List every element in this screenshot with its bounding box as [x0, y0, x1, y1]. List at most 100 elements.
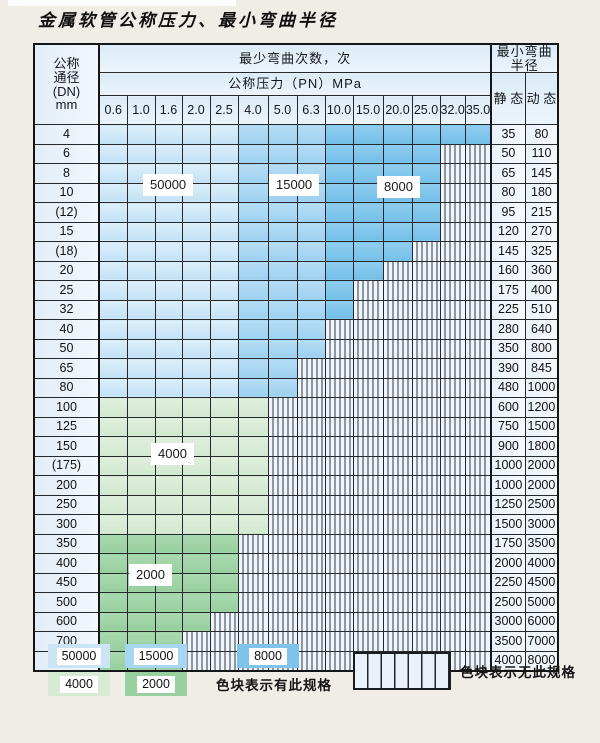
legend-swatch-label: 8000 — [249, 647, 287, 665]
spec-cell — [237, 241, 269, 262]
dn-cell: (12) — [33, 202, 100, 223]
spec-cell — [209, 241, 239, 262]
no-spec-cell — [411, 319, 441, 340]
spec-cell — [126, 533, 156, 555]
spec-cell — [126, 611, 156, 633]
spec-cell — [352, 221, 384, 243]
dn-cell: 15 — [33, 221, 100, 243]
no-spec-cell — [439, 338, 466, 360]
spec-cell — [296, 221, 326, 243]
spec-cell — [411, 221, 441, 243]
dn-cell: (18) — [33, 241, 100, 262]
no-spec-cell — [439, 280, 466, 301]
no-spec-note: 色块表示无此规格 — [460, 665, 576, 680]
dn-cell: 20 — [33, 260, 100, 282]
no-spec-cell — [382, 319, 413, 340]
no-spec-cell — [464, 338, 492, 360]
no-spec-cell — [296, 475, 326, 496]
pressure-header: 公称压力（PN）MPa — [98, 72, 492, 97]
no-spec-cell — [209, 650, 239, 672]
spec-cell — [154, 280, 183, 301]
pressure-col-header: 1.0 — [126, 95, 156, 126]
spec-cell — [98, 611, 128, 633]
table-row: 500 2500 5000 — [33, 592, 559, 613]
no-spec-cell — [382, 494, 413, 516]
static-radius-cell: 3500 — [490, 631, 526, 652]
no-spec-cell — [324, 611, 354, 633]
no-spec-cell — [439, 514, 466, 535]
spec-cell — [411, 143, 441, 165]
spec-cell — [98, 260, 128, 282]
spec-cell — [296, 241, 326, 262]
no-spec-cell — [352, 553, 384, 574]
no-spec-cell — [324, 553, 354, 574]
spec-cell — [98, 143, 128, 165]
no-spec-cell — [209, 631, 239, 652]
no-spec-cell — [296, 377, 326, 399]
no-spec-cell — [439, 475, 466, 496]
no-spec-cell — [296, 650, 326, 672]
dn-cell: 250 — [33, 494, 100, 516]
no-spec-cell — [464, 397, 492, 418]
spec-cell — [296, 260, 326, 282]
no-spec-cell — [382, 377, 413, 399]
dynamic-radius-cell: 845 — [524, 358, 559, 379]
scan-artifact-strip — [8, 0, 236, 6]
dynamic-radius-cell: 800 — [524, 338, 559, 360]
spec-cell — [296, 280, 326, 301]
dn-cell: 4 — [33, 124, 100, 145]
spec-cell — [209, 221, 239, 243]
no-spec-cell — [324, 475, 354, 496]
dynamic-radius-cell: 1500 — [524, 416, 559, 438]
spec-cell — [237, 143, 269, 165]
no-spec-cell — [411, 338, 441, 360]
spec-cell — [237, 397, 269, 418]
spec-cell — [98, 299, 128, 321]
spec-cell — [126, 416, 156, 438]
spec-cell — [267, 358, 298, 379]
spec-cell — [352, 241, 384, 262]
spec-cell — [209, 475, 239, 496]
spec-cell — [324, 124, 354, 145]
dynamic-radius-cell: 180 — [524, 182, 559, 204]
no-spec-cell — [411, 514, 441, 535]
spec-cell — [181, 338, 211, 360]
table-row: 200 1000 2000 — [33, 475, 559, 496]
legend-swatch-label: 50000 — [56, 647, 102, 665]
no-spec-cell — [267, 397, 298, 418]
static-radius-cell: 160 — [490, 260, 526, 282]
dynamic-radius-cell: 6000 — [524, 611, 559, 633]
no-spec-cell — [382, 611, 413, 633]
static-radius-cell: 145 — [490, 241, 526, 262]
spec-cell — [209, 358, 239, 379]
no-spec-cell — [352, 611, 384, 633]
dn-cell: 50 — [33, 338, 100, 360]
dynamic-radius-cell: 2500 — [524, 494, 559, 516]
spec-cell — [267, 260, 298, 282]
static-radius-cell: 80 — [490, 182, 526, 204]
spec-cell — [237, 280, 269, 301]
no-spec-cell — [296, 358, 326, 379]
table-row: 80 480 1000 — [33, 377, 559, 399]
no-spec-cell — [267, 494, 298, 516]
static-radius-cell: 350 — [490, 338, 526, 360]
spec-cell — [181, 514, 211, 535]
no-spec-cell — [382, 416, 413, 438]
static-radius-cell: 1500 — [490, 514, 526, 535]
spec-cell — [267, 377, 298, 399]
static-radius-cell: 120 — [490, 221, 526, 243]
no-spec-cell — [382, 436, 413, 457]
spec-cell — [209, 299, 239, 321]
static-radius-cell: 390 — [490, 358, 526, 379]
spec-cell — [352, 260, 384, 282]
no-spec-cell — [439, 260, 466, 282]
spec-cell — [181, 416, 211, 438]
spec-cell — [154, 124, 183, 145]
no-spec-cell — [439, 494, 466, 516]
spec-cell — [209, 182, 239, 204]
page-title: 金属软管公称压力、最小弯曲半径 — [38, 11, 338, 31]
spec-cell — [237, 163, 269, 184]
no-spec-cell — [382, 553, 413, 574]
no-spec-cell — [324, 631, 354, 652]
no-spec-cell — [439, 455, 466, 477]
